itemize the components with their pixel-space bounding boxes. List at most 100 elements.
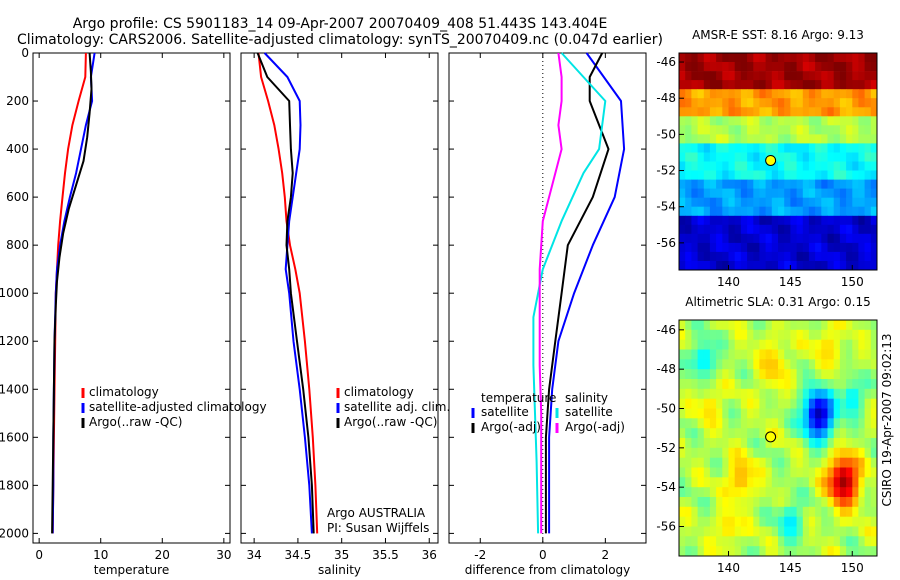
heatmap-cell (796, 516, 804, 527)
heatmap-cell (808, 125, 816, 135)
heatmap-cell (691, 447, 698, 458)
heatmap-cell (679, 152, 686, 162)
heatmap-cell (864, 197, 872, 208)
heatmap-cell (790, 224, 797, 235)
heatmap-cell (691, 428, 698, 439)
heatmap-cell (703, 359, 711, 370)
heatmap-cell (864, 125, 872, 135)
heatmap-cell (790, 487, 797, 498)
heatmap-cell (864, 329, 872, 340)
heatmap-cell (827, 80, 835, 90)
heatmap-cell (697, 516, 705, 527)
heatmap-cell (716, 197, 723, 208)
heatmap-cell (734, 242, 742, 253)
heatmap-cell (685, 487, 692, 498)
heatmap-cell (740, 320, 748, 331)
heatmap-cell (740, 447, 748, 458)
heatmap-cell (697, 379, 705, 390)
heatmap-cell (722, 62, 729, 72)
heatmap-cell (765, 339, 773, 350)
heatmap-cell (870, 143, 878, 153)
heatmap-cell (815, 447, 822, 458)
heatmap-cell (759, 215, 766, 226)
heatmap-cell (827, 161, 835, 171)
heatmap-cell (790, 170, 797, 180)
heatmap-cell (846, 161, 853, 171)
heatmap-cell (839, 98, 847, 108)
heatmap-cell (679, 215, 686, 226)
heatmap-cell (728, 467, 736, 478)
heatmap-cell (697, 224, 705, 235)
heatmap-cell (722, 546, 729, 557)
heatmap-cell (790, 152, 797, 162)
heatmap-cell (778, 125, 785, 135)
heatmap-cell (778, 320, 785, 331)
heatmap-cell (870, 80, 878, 90)
heatmap-cell (759, 497, 766, 508)
heatmap-cell (691, 329, 698, 340)
heatmap-cell (771, 134, 779, 144)
heatmap-cell (753, 62, 760, 72)
heatmap-cell (728, 197, 736, 208)
heatmap-cell (722, 71, 729, 81)
heatmap-cell (778, 379, 785, 390)
heatmap-cell (740, 206, 748, 217)
heatmap-cell (864, 467, 872, 478)
heatmap-cell (778, 242, 785, 253)
heatmap-cell (709, 447, 717, 458)
heatmap-cell (808, 536, 816, 547)
heatmap-cell (796, 71, 804, 81)
heatmap-cell (679, 546, 686, 557)
heatmap-cell (771, 379, 779, 390)
heatmap-cell (833, 379, 841, 390)
heatmap-cell (827, 339, 835, 350)
heatmap-cell (808, 369, 816, 380)
heatmap-cell (709, 161, 717, 171)
heatmap-cell (864, 497, 872, 508)
heatmap-cell (858, 418, 865, 429)
heatmap-cell (858, 536, 865, 547)
heatmap-cell (740, 369, 748, 380)
heatmap-cell (833, 408, 841, 419)
heatmap-cell (852, 80, 859, 90)
heatmap-cell (870, 546, 878, 557)
heatmap-cell (846, 536, 853, 547)
heatmap-cell (685, 369, 692, 380)
heatmap-cell (870, 152, 878, 162)
heatmap-cell (722, 134, 729, 144)
heatmap-cell (759, 98, 766, 108)
heatmap-cell (697, 477, 705, 488)
heatmap-cell (784, 152, 791, 162)
heatmap-cell (759, 457, 766, 468)
heatmap-cell (821, 152, 828, 162)
heatmap-cell (870, 457, 878, 468)
heatmap-cell (679, 53, 686, 63)
heatmap-cell (802, 467, 810, 478)
heatmap-cell (784, 359, 791, 370)
heatmap-cell (759, 161, 766, 171)
heatmap-cell (753, 497, 760, 508)
heatmap-cell (852, 152, 859, 162)
heatmap-cell (691, 80, 698, 90)
plot-frame (240, 52, 439, 544)
heatmap-cell (839, 506, 847, 517)
heatmap-cell (796, 487, 804, 498)
heatmap-cell (833, 506, 841, 517)
heatmap-cell (709, 398, 717, 409)
heatmap-cell (759, 320, 766, 331)
heatmap-cell (709, 438, 717, 449)
heatmap-cell (821, 161, 828, 171)
heatmap-cell (697, 170, 705, 180)
legend-group-title-0: temperature (481, 391, 556, 405)
heatmap-cell (716, 233, 723, 244)
heatmap-cell (759, 251, 766, 262)
heatmap-cell (833, 107, 841, 117)
heatmap-cell (709, 206, 717, 217)
heatmap-cell (697, 152, 705, 162)
heatmap-cell (691, 320, 698, 331)
heatmap-cell (870, 320, 878, 331)
heatmap-cell (796, 379, 804, 390)
heatmap-cell (759, 329, 766, 340)
heatmap-cell (734, 197, 742, 208)
heatmap-cell (864, 251, 872, 262)
